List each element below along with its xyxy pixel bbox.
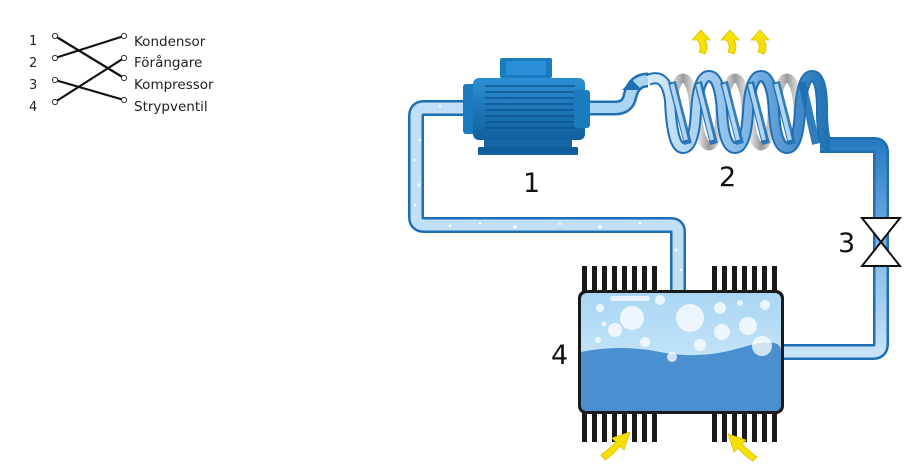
heat-arrow-icon <box>691 29 711 55</box>
expansion-valve <box>859 217 903 267</box>
right-handle-3[interactable] <box>120 74 128 82</box>
match-line-1-3[interactable] <box>54 35 125 79</box>
left-handle-2[interactable] <box>51 54 59 62</box>
match-line-3-4[interactable] <box>54 78 125 102</box>
heat-arrow-icon <box>600 431 631 461</box>
component-number-compressor: 1 <box>523 168 540 199</box>
legend-number-2: 2 <box>29 56 37 71</box>
component-number-evaporator: 4 <box>551 340 568 371</box>
legend-term-forangare: Förångare <box>134 54 202 71</box>
heat-out-arrows <box>691 29 770 55</box>
legend-term-kompressor: Kompressor <box>134 77 214 93</box>
pipe-suction <box>408 100 686 292</box>
right-handle-2[interactable] <box>120 54 128 62</box>
pipe-liquid-line <box>782 137 889 360</box>
condenser-coil <box>645 69 833 155</box>
match-line-2-1[interactable] <box>54 34 125 60</box>
heat-arrow-icon <box>727 433 758 462</box>
evaporator-tank <box>578 266 784 442</box>
bottom-fins <box>582 404 777 442</box>
compressor-motor <box>463 58 590 155</box>
legend-number-1: 1 <box>29 34 37 49</box>
match-line-4-2[interactable] <box>54 57 125 103</box>
heat-arrow-icon <box>750 29 770 55</box>
legend-number-3: 3 <box>29 78 37 93</box>
vapor-bubbles <box>595 295 772 362</box>
legend-term-strypventil: Strypventil <box>134 99 208 115</box>
left-handle-1[interactable] <box>51 32 59 40</box>
legend-term-kondensor: Kondensor <box>134 34 206 50</box>
legend-number-4: 4 <box>29 100 37 115</box>
right-handle-4[interactable] <box>120 96 128 104</box>
heat-arrow-icon <box>720 29 740 55</box>
component-number-condenser: 2 <box>719 162 736 193</box>
right-handle-1[interactable] <box>120 32 128 40</box>
left-handle-4[interactable] <box>51 98 59 106</box>
component-number-valve: 3 <box>838 228 855 259</box>
top-fins <box>582 266 777 296</box>
flow-arrow-icon <box>622 80 642 90</box>
left-handle-3[interactable] <box>51 76 59 84</box>
heat-in-arrows <box>600 431 758 462</box>
legend: 1 2 3 4 Kondensor Förångare Kompressor S… <box>29 32 214 115</box>
